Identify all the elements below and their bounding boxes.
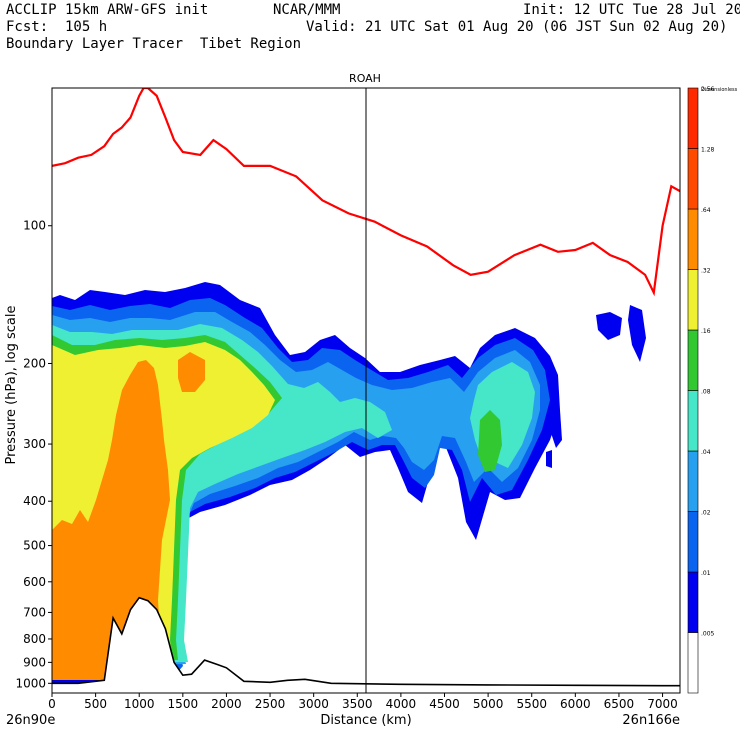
x-axis: 0 500 1000 1500 2000 2500 3000 3500 4000 4500 5000…	[48, 693, 678, 711]
colorbar-swatch	[687, 87, 699, 149]
colorbar-swatch	[687, 511, 699, 573]
x-tick-label: 5500	[516, 697, 547, 711]
tracer-cell-east-4	[546, 450, 552, 468]
org-label: NCAR/MMM	[273, 2, 341, 18]
tropopause-line	[52, 88, 680, 297]
tracer-level-0.64	[52, 352, 205, 680]
x-tick-label: 2500	[255, 697, 286, 711]
tracer-field	[52, 282, 680, 693]
x-tick-label: 7000	[647, 697, 678, 711]
colorbar-label: .04	[701, 449, 711, 456]
colorbar-label: 1.28	[701, 147, 715, 154]
colorbar-label: 2.56	[701, 86, 715, 93]
x-tick-label: 500	[84, 697, 107, 711]
y-tick-label: 900	[23, 655, 46, 669]
x-tick-label: 6500	[604, 697, 635, 711]
forecast-hour: Fcst: 105 h	[6, 19, 108, 35]
y-tick-label: 200	[23, 356, 46, 370]
colorbar-label: Dimensionless	[701, 87, 738, 93]
valid-time: Valid: 21 UTC Sat 01 Aug 20 (06 JST Sun …	[306, 19, 728, 35]
y-axis: 100 200 300 400 500 600 700 800 900 1000	[15, 219, 52, 690]
x-tick-label: 0	[48, 697, 56, 711]
colorbar-swatch	[687, 208, 699, 270]
colorbar-swatch	[687, 329, 699, 391]
colorbar-swatch	[687, 390, 699, 452]
x-tick-label: 3500	[342, 697, 373, 711]
x-tick-label: 1000	[124, 697, 155, 711]
y-axis-label: Pressure (hPa), log scale	[4, 306, 19, 465]
colorbar-swatch	[687, 148, 699, 210]
model-title: ACCLIP 15km ARW-GFS init	[6, 2, 209, 18]
colorbar-label: .08	[701, 389, 711, 396]
x-tick-label: 5000	[473, 697, 504, 711]
x-tick-label: 4000	[386, 697, 417, 711]
y-tick-label: 300	[23, 437, 46, 451]
x-end-label: 26n166e	[622, 713, 680, 728]
product-title: Boundary Layer Tracer Tibet Region	[6, 36, 302, 52]
surface-pressure-line	[52, 596, 680, 687]
tracer-cell-east-1	[596, 312, 622, 340]
colorbar-swatch	[687, 269, 699, 331]
init-time: Init: 12 UTC Tue 28 Jul 20	[523, 2, 740, 18]
colorbar: .005 .01 .02 .04 .08 .16 .32 .64 1.28 2.56Dimensi…	[687, 86, 738, 694]
colorbar-label: .64	[701, 207, 711, 214]
y-tick-label: 600	[23, 575, 46, 589]
colorbar-label: .32	[701, 268, 711, 275]
y-tick-label: 800	[23, 632, 46, 646]
chart-title: ROAH	[349, 72, 381, 85]
x-tick-label: 1500	[168, 697, 199, 711]
x-tick-label: 4500	[429, 697, 460, 711]
colorbar-label: .005	[701, 631, 715, 638]
y-tick-label: 1000	[15, 676, 46, 690]
tracer-cell-east-3	[550, 410, 562, 448]
x-axis-label: Distance (km)	[320, 713, 411, 728]
colorbar-label: .16	[701, 328, 711, 335]
plot-frame	[51, 87, 681, 694]
y-tick-label: 100	[23, 219, 46, 233]
colorbar-swatch	[687, 571, 699, 633]
y-tick-label: 400	[23, 494, 46, 508]
colorbar-label: .02	[701, 510, 711, 517]
y-tick-label: 500	[23, 539, 46, 553]
x-tick-label: 6000	[560, 697, 591, 711]
x-tick-label: 2000	[211, 697, 242, 711]
terrain-fill	[52, 597, 680, 693]
x-start-label: 26n90e	[6, 713, 55, 728]
x-tick-label: 3000	[298, 697, 329, 711]
colorbar-swatch	[687, 632, 699, 694]
colorbar-swatch	[687, 450, 699, 512]
y-tick-label: 700	[23, 605, 46, 619]
tracer-cell-east-2	[628, 305, 646, 362]
colorbar-label: .01	[701, 570, 711, 577]
series-layer	[52, 88, 680, 687]
